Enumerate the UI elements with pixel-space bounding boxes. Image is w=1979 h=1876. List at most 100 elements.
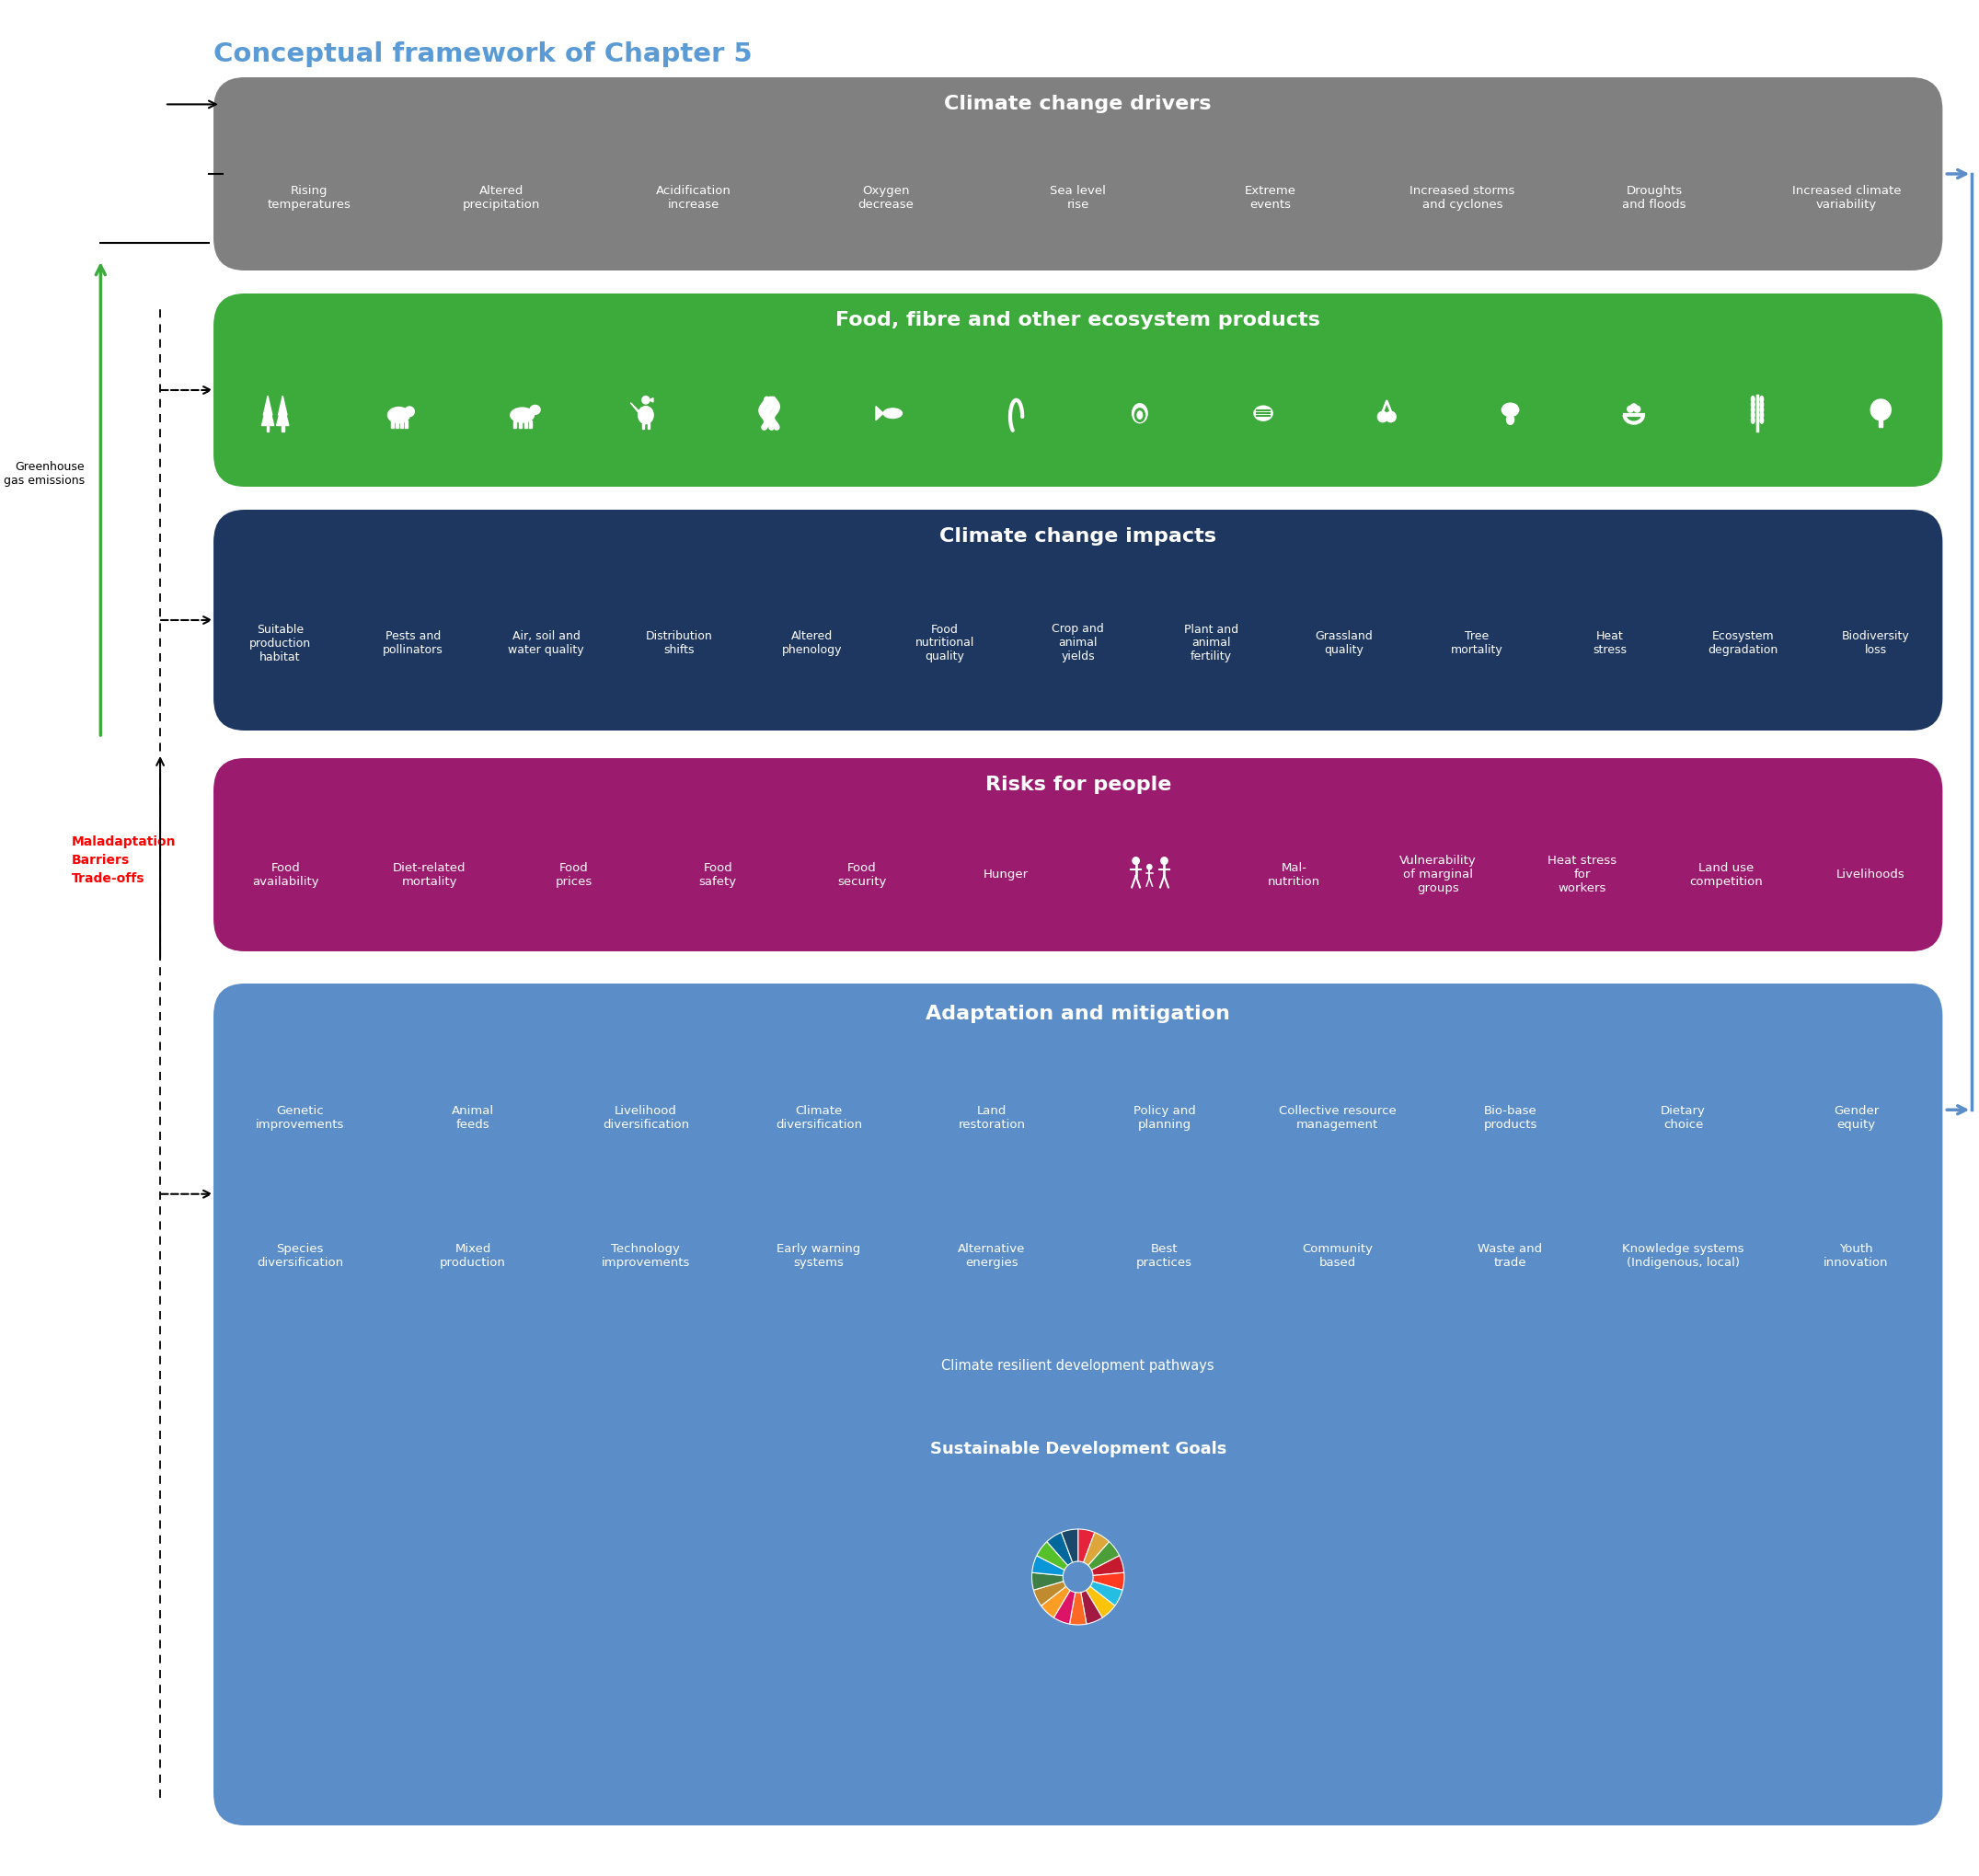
Bar [406, 420, 408, 430]
Wedge shape [1047, 1533, 1073, 1566]
Text: Waste and
trade: Waste and trade [1478, 1242, 1542, 1268]
Circle shape [1870, 400, 1890, 420]
Text: Heat
stress: Heat stress [1593, 630, 1627, 657]
Text: Food, fibre and other ecosystem products: Food, fibre and other ecosystem products [835, 311, 1320, 328]
Ellipse shape [511, 409, 534, 424]
Bar [1878, 416, 1882, 428]
Circle shape [1627, 407, 1633, 413]
Ellipse shape [1506, 415, 1514, 426]
Wedge shape [1090, 1581, 1122, 1606]
Text: Trade-offs: Trade-offs [71, 872, 144, 885]
Text: Pests and
pollinators: Pests and pollinators [382, 630, 443, 657]
Text: Sea level
rise: Sea level rise [1051, 186, 1106, 210]
Text: Genetic
improvements: Genetic improvements [255, 1105, 344, 1129]
Text: Livelihood
diversification: Livelihood diversification [602, 1105, 689, 1129]
FancyBboxPatch shape [214, 510, 1943, 732]
Bar [524, 420, 526, 430]
FancyBboxPatch shape [214, 758, 1943, 951]
FancyBboxPatch shape [214, 295, 1943, 488]
Text: Risks for people: Risks for people [986, 775, 1172, 794]
Polygon shape [277, 401, 289, 426]
Wedge shape [1092, 1572, 1124, 1591]
Polygon shape [261, 401, 273, 426]
Text: Collective resource
management: Collective resource management [1278, 1105, 1395, 1129]
Text: Increased climate
variability: Increased climate variability [1791, 186, 1902, 210]
Polygon shape [263, 396, 273, 416]
Text: Livelihoods: Livelihoods [1837, 869, 1906, 880]
Wedge shape [1041, 1587, 1071, 1617]
Polygon shape [279, 396, 287, 416]
Bar [396, 420, 398, 430]
Text: Grassland
quality: Grassland quality [1316, 630, 1373, 657]
Text: Dietary
choice: Dietary choice [1660, 1105, 1706, 1129]
Text: Best
practices: Best practices [1136, 1242, 1193, 1268]
Text: Diet-related
mortality: Diet-related mortality [394, 861, 467, 887]
Wedge shape [1092, 1555, 1124, 1576]
Text: Plant and
animal
fertility: Plant and animal fertility [1183, 623, 1239, 662]
Text: Food
security: Food security [837, 861, 887, 887]
Text: Climate change drivers: Climate change drivers [944, 94, 1211, 113]
Text: Food
availability: Food availability [251, 861, 319, 887]
Text: Crop and
animal
yields: Crop and animal yields [1053, 623, 1104, 662]
Text: Adaptation and mitigation: Adaptation and mitigation [926, 1004, 1231, 1022]
Wedge shape [1033, 1581, 1067, 1606]
Ellipse shape [1138, 413, 1142, 420]
Text: Barriers: Barriers [71, 854, 129, 867]
Ellipse shape [406, 407, 414, 416]
Circle shape [1635, 407, 1641, 413]
Polygon shape [631, 403, 639, 415]
Ellipse shape [883, 409, 902, 418]
FancyBboxPatch shape [214, 79, 1943, 272]
Wedge shape [1031, 1572, 1063, 1591]
Ellipse shape [1751, 418, 1755, 424]
Ellipse shape [1255, 407, 1272, 422]
Text: Early warning
systems: Early warning systems [776, 1242, 861, 1268]
Text: Mal-
nutrition: Mal- nutrition [1269, 861, 1320, 887]
Text: Land
restoration: Land restoration [958, 1105, 1025, 1129]
Text: Food
prices: Food prices [556, 861, 592, 887]
Wedge shape [1069, 1593, 1086, 1625]
Text: Species
diversification: Species diversification [257, 1242, 342, 1268]
Text: Food
safety: Food safety [699, 861, 736, 887]
Text: Rising
temperatures: Rising temperatures [267, 186, 352, 210]
Ellipse shape [1759, 407, 1763, 415]
Circle shape [1132, 857, 1140, 865]
Ellipse shape [1759, 401, 1763, 409]
Bar [390, 420, 394, 430]
Text: Knowledge systems
(Indigenous, local): Knowledge systems (Indigenous, local) [1623, 1242, 1743, 1268]
Text: Increased storms
and cyclones: Increased storms and cyclones [1409, 186, 1514, 210]
Circle shape [1377, 413, 1387, 422]
Wedge shape [1037, 1542, 1069, 1570]
Text: Biodiversity
loss: Biodiversity loss [1842, 630, 1910, 657]
Bar [518, 420, 520, 430]
Wedge shape [1061, 1529, 1079, 1563]
Ellipse shape [637, 407, 653, 424]
Ellipse shape [530, 405, 540, 415]
Text: Extreme
events: Extreme events [1245, 186, 1296, 210]
Ellipse shape [1751, 413, 1755, 418]
Ellipse shape [1502, 403, 1518, 416]
Text: Hunger: Hunger [984, 869, 1029, 880]
Text: Greenhouse
gas emissions: Greenhouse gas emissions [4, 461, 85, 486]
Text: Community
based: Community based [1302, 1242, 1373, 1268]
Wedge shape [1088, 1542, 1120, 1570]
Bar [281, 426, 283, 431]
Text: Youth
innovation: Youth innovation [1825, 1242, 1888, 1268]
Text: Altered
phenology: Altered phenology [782, 630, 843, 657]
Bar [647, 422, 649, 430]
Text: Suitable
production
habitat: Suitable production habitat [249, 623, 311, 662]
Text: Mixed
production: Mixed production [439, 1242, 507, 1268]
Ellipse shape [1134, 409, 1144, 422]
Text: Policy and
planning: Policy and planning [1134, 1105, 1195, 1129]
Wedge shape [1053, 1591, 1075, 1625]
Bar [513, 420, 517, 430]
Text: Climate
diversification: Climate diversification [776, 1105, 863, 1129]
Ellipse shape [1751, 398, 1755, 403]
Circle shape [1385, 413, 1395, 422]
Text: Food
nutritional
quality: Food nutritional quality [916, 623, 974, 662]
Text: Acidification
increase: Acidification increase [657, 186, 732, 210]
Bar [267, 426, 269, 431]
Wedge shape [1083, 1533, 1108, 1566]
Wedge shape [1086, 1587, 1114, 1617]
Text: Droughts
and floods: Droughts and floods [1623, 186, 1686, 210]
